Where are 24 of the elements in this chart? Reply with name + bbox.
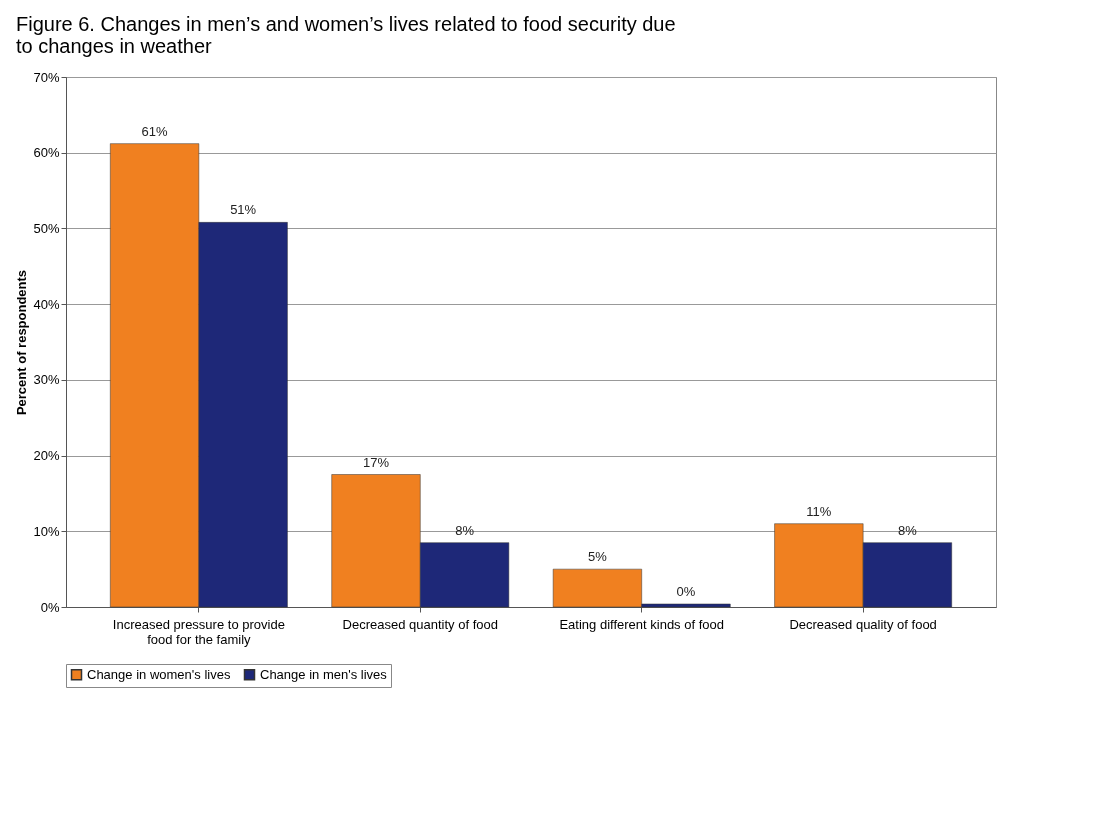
data-label: 8% (898, 522, 918, 538)
y-tick-label: 20% (33, 448, 60, 464)
x-tick-label: Increased pressure to provide food for the family (112, 616, 285, 647)
x-tick-label: Decreased quality of food (789, 616, 937, 632)
data-label: 51% (230, 202, 257, 218)
data-label: 0% (676, 583, 696, 599)
y-tick-label: 70% (33, 69, 60, 85)
y-tick-label: 40% (33, 296, 60, 312)
data-label: 17% (362, 454, 390, 470)
x-tick-label: Decreased quantity of food (342, 616, 498, 632)
chart-title: Figure 6. Changes in men’s and women’s lives related to food security due to changes in weather (15, 13, 676, 57)
y-tick-label: 50% (33, 220, 60, 236)
y-tick-label: 60% (33, 145, 60, 161)
y-tick-label: 30% (33, 372, 60, 388)
y-tick-label: 0% (40, 599, 60, 615)
data-label: 5% (588, 549, 608, 565)
data-label: 8% (455, 522, 475, 538)
data-label: 11% (806, 503, 832, 519)
y-tick-label: 10% (33, 523, 60, 539)
legend-label: Change in men's lives (260, 666, 388, 682)
y-axis-title: Percent of respondents (14, 269, 30, 416)
legend-label: Change in women's lives (87, 666, 231, 682)
data-label: 61% (141, 123, 169, 139)
x-tick-label: Eating different kinds of food (559, 616, 724, 632)
